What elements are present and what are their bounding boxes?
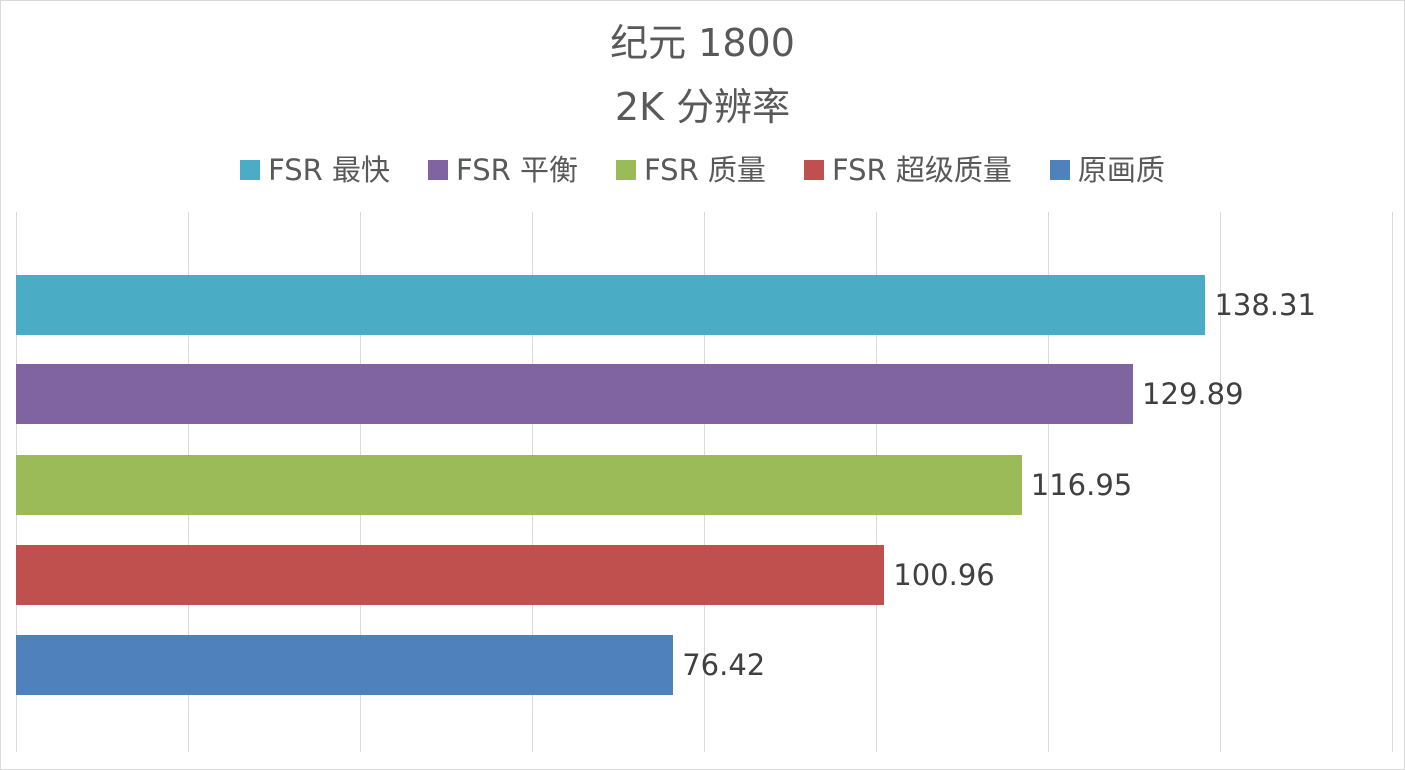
legend-swatch <box>428 160 449 180</box>
legend-swatch <box>615 160 636 180</box>
legend-label: FSR 超级质量 <box>831 153 1012 187</box>
legend-item-native: 原画质 <box>1049 150 1165 190</box>
bar-fsr-quality <box>16 455 1022 515</box>
chart-subtitle: 2K 分辨率 <box>614 85 791 129</box>
plot-area: 138.31 129.89 116.95 100.96 76.42 <box>16 212 1393 752</box>
legend-label: FSR 最快 <box>268 153 391 187</box>
legend-swatch <box>803 160 824 180</box>
chart-legend: FSR 最快 FSR 平衡 FSR 质量 FSR 超级质量 原画质 <box>0 150 1405 190</box>
legend-label: 原画质 <box>1077 153 1165 187</box>
legend-swatch <box>1049 160 1070 180</box>
legend-item-fsr-ultra-quality: FSR 超级质量 <box>803 150 1012 190</box>
gridline <box>1392 212 1393 752</box>
gridline <box>1048 212 1049 752</box>
data-label: 76.42 <box>682 648 766 682</box>
data-label: 129.89 <box>1142 377 1244 411</box>
legend-label: FSR 平衡 <box>456 153 578 187</box>
legend-item-fsr-fastest: FSR 最快 <box>240 150 390 190</box>
data-label: 138.31 <box>1214 288 1316 322</box>
data-label: 100.96 <box>893 558 995 592</box>
legend-label: FSR 质量 <box>643 153 766 187</box>
bar-native <box>16 635 674 695</box>
legend-item-fsr-balanced: FSR 平衡 <box>428 150 578 190</box>
data-label: 116.95 <box>1030 468 1133 502</box>
chart-title: 纪元 1800 <box>610 21 795 65</box>
bar-fsr-fastest <box>16 275 1206 335</box>
legend-swatch <box>240 160 261 180</box>
legend-item-fsr-quality: FSR 质量 <box>615 150 766 190</box>
bar-fsr-balanced <box>16 364 1134 424</box>
bar-fsr-ultra-quality <box>16 545 885 605</box>
gridline <box>1220 212 1221 752</box>
